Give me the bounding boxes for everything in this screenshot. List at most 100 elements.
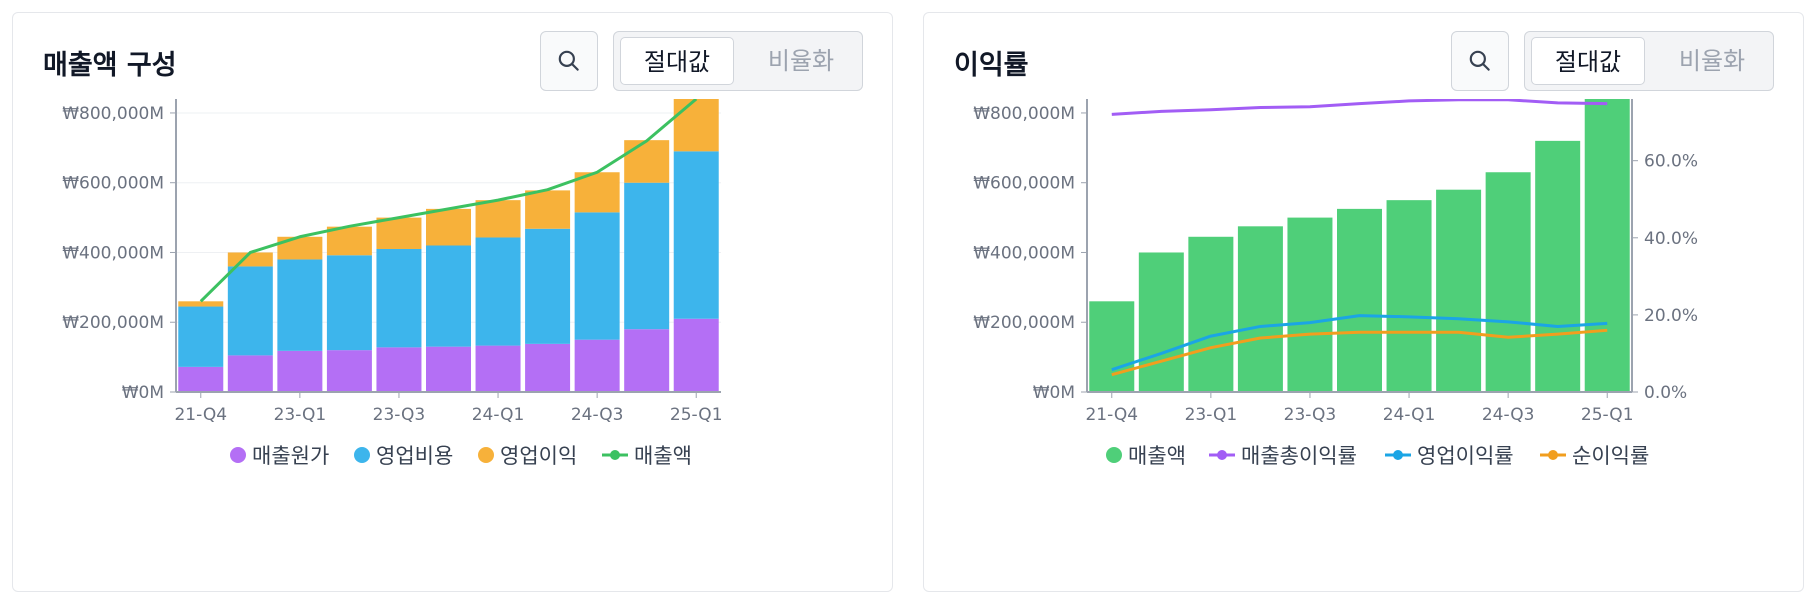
x-tick-label: 23-Q1 <box>1185 405 1238 425</box>
bar-segment <box>227 266 273 356</box>
bar-segment <box>277 259 323 351</box>
bar-segment <box>376 248 422 348</box>
x-tick-label: 24-Q1 <box>472 405 525 425</box>
legend-marker <box>230 447 246 463</box>
revenue-bar <box>1386 200 1432 392</box>
search-button[interactable] <box>1451 31 1509 91</box>
bar-segment <box>574 339 620 392</box>
bar-segment <box>525 343 571 392</box>
bar-segment <box>673 318 719 392</box>
search-icon <box>1469 50 1490 71</box>
bar-segment <box>326 255 372 351</box>
legend-label: 매출총이익률 <box>1241 444 1357 468</box>
legend-marker <box>478 447 494 463</box>
bar-segment <box>426 346 471 392</box>
bar-segment <box>227 355 273 392</box>
legend-label: 영업이익률 <box>1417 444 1514 468</box>
card-title: 매출액 구성 <box>43 50 177 81</box>
bar-segment <box>624 329 670 392</box>
y-tick-label: ₩200,000M <box>973 313 1075 333</box>
revenue-bar <box>1089 301 1135 392</box>
search-icon <box>558 50 579 71</box>
bar-segment <box>178 366 224 392</box>
bar-segment <box>673 151 719 319</box>
y-tick-label: ₩0M <box>122 383 164 403</box>
bar-segment <box>475 200 521 238</box>
legend-label: 순이익률 <box>1572 444 1649 468</box>
x-tick-label: 23-Q1 <box>274 405 327 425</box>
x-tick-label: 24-Q1 <box>1383 405 1436 425</box>
legend-label: 영업비용 <box>376 444 453 468</box>
y-tick-label: ₩400,000M <box>62 243 164 263</box>
view-mode-toggle: 절대값 비율화 <box>613 31 863 91</box>
x-tick-label: 24-Q3 <box>1482 405 1535 425</box>
y2-tick-label: 60.0% <box>1644 152 1698 172</box>
bar-segment <box>326 350 372 392</box>
legend-label: 매출액 <box>1128 444 1186 468</box>
y2-tick-label: 20.0% <box>1644 306 1698 326</box>
bar-segment <box>376 217 422 249</box>
x-tick-label: 23-Q3 <box>1284 405 1337 425</box>
legend-marker <box>1217 450 1227 460</box>
bar-segment <box>178 301 224 307</box>
bar-segment <box>525 228 571 344</box>
bar-segment <box>574 212 620 340</box>
bar-segment <box>475 345 521 392</box>
y-tick-label: ₩600,000M <box>973 174 1075 194</box>
profit-margin-card: 이익률 절대값 비율화 ₩0M ₩200,000M ₩400,000M ₩600,00… <box>923 12 1804 592</box>
view-mode-toggle: 절대값 비율화 <box>1524 31 1774 91</box>
revenue-composition-chart: ₩0M ₩200,000M ₩400,000M ₩600,000M ₩800,000M 2… <box>62 99 723 468</box>
bar-segment <box>624 140 670 183</box>
revenue-bar <box>1485 172 1531 392</box>
bar-segment <box>178 306 224 367</box>
toggle-absolute[interactable]: 절대값 <box>1531 37 1645 85</box>
legend-marker <box>1106 447 1122 463</box>
margin-line <box>1111 99 1608 116</box>
legend-marker <box>354 447 370 463</box>
revenue-bar <box>1237 226 1283 392</box>
revenue-bar <box>1584 99 1630 392</box>
revenue-bar <box>1138 252 1184 392</box>
y-tick-label: ₩800,000M <box>62 104 164 124</box>
legend-marker <box>1548 450 1558 460</box>
margin-line <box>1111 328 1608 377</box>
bar-segment <box>277 350 323 392</box>
x-tick-label: 25-Q1 <box>1581 405 1634 425</box>
bar-segment <box>426 245 471 347</box>
search-button[interactable] <box>540 31 598 91</box>
revenue-line <box>199 99 698 303</box>
revenue-bar <box>1287 217 1333 392</box>
legend-label: 매출액 <box>634 444 692 468</box>
plot-area <box>1089 99 1630 392</box>
bar-segment <box>277 236 323 260</box>
x-tick-label: 21-Q4 <box>174 405 227 425</box>
y-tick-label: ₩600,000M <box>62 174 164 194</box>
bar-segment <box>475 237 521 346</box>
y2-tick-label: 0.0% <box>1644 383 1687 403</box>
y-tick-label: ₩200,000M <box>62 313 164 333</box>
y-tick-label: ₩400,000M <box>973 243 1075 263</box>
y-tick-label: ₩0M <box>1033 383 1075 403</box>
revenue-bar <box>1535 140 1581 392</box>
toggle-absolute[interactable]: 절대값 <box>620 37 734 85</box>
y-tick-label: ₩800,000M <box>973 104 1075 124</box>
toggle-normalized[interactable]: 비율화 <box>1678 47 1746 75</box>
legend-marker <box>1393 450 1403 460</box>
revenue-composition-card: 매출액 구성 절대값 비율화 ₩0M ₩200,000M ₩400,000M ₩600… <box>12 12 893 592</box>
bar-segment <box>326 226 372 256</box>
x-tick-label: 21-Q4 <box>1085 405 1138 425</box>
x-tick-label: 24-Q3 <box>571 405 624 425</box>
margin-line <box>1111 314 1608 372</box>
x-tick-label: 23-Q3 <box>373 405 426 425</box>
legend-label: 매출원가 <box>252 444 329 468</box>
plot-area <box>178 99 719 392</box>
bar-segment <box>673 99 719 152</box>
toggle-normalized[interactable]: 비율화 <box>767 47 835 75</box>
x-tick-label: 25-Q1 <box>670 405 723 425</box>
legend-label: 영업이익 <box>500 444 577 468</box>
bar-segment <box>624 182 670 330</box>
revenue-bar <box>1337 208 1382 392</box>
bar-segment <box>376 347 422 392</box>
profit-margin-chart: ₩0M ₩200,000M ₩400,000M ₩600,000M ₩800,000M 2… <box>973 99 1698 468</box>
bar-segment <box>426 208 471 246</box>
